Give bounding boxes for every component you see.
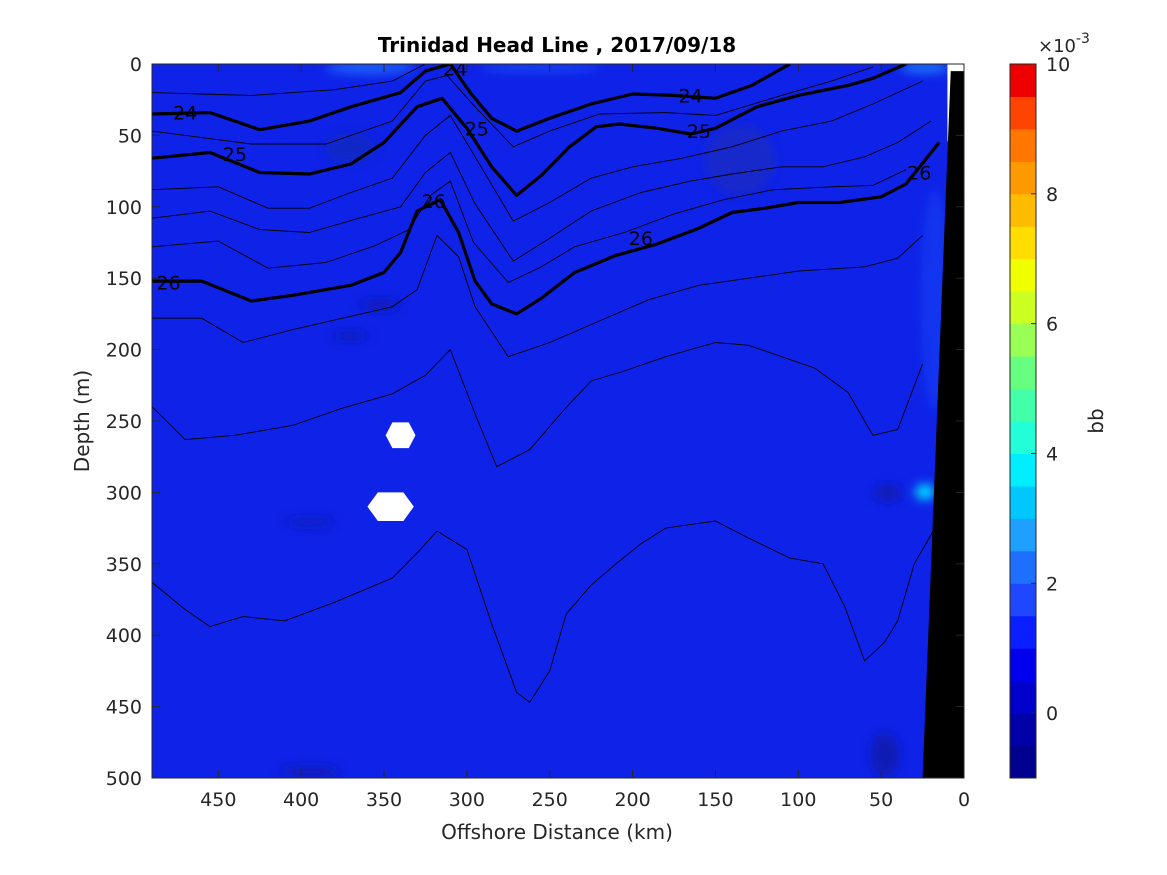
colorbar-band xyxy=(1010,518,1036,552)
x-tick-label: 250 xyxy=(532,789,568,811)
colorbar-band xyxy=(1010,583,1036,617)
contour-line-26 xyxy=(152,141,941,316)
contour-line xyxy=(152,520,940,703)
low-patch xyxy=(874,485,902,501)
colorbar-band xyxy=(1010,96,1036,130)
low-patch xyxy=(285,518,335,526)
y-axis: 0 50 100 150 200 250 300 350 400 450 500 xyxy=(106,54,964,790)
colorbar-band xyxy=(1010,388,1036,422)
colorbar-band xyxy=(1010,615,1036,649)
colorbar-tick-label: 8 xyxy=(1046,184,1058,206)
colorbar-band xyxy=(1010,193,1036,227)
y-tick-label: 50 xyxy=(118,125,142,147)
contour-line xyxy=(152,120,932,262)
y-tick-label: 200 xyxy=(106,340,142,362)
high-patch xyxy=(915,484,935,500)
y-axis-label: Depth (m) xyxy=(70,370,94,472)
colorbar-label: bb xyxy=(1084,408,1108,433)
x-tick-label: 150 xyxy=(697,789,733,811)
x-tick-label: 0 xyxy=(958,789,970,811)
y-tick-label: 350 xyxy=(106,554,142,576)
contour-layer: 24 24 24 25 25 25 26 26 26 26 xyxy=(152,58,941,703)
contour-label: 26 xyxy=(156,272,180,294)
colorbar-band xyxy=(1010,64,1036,97)
contour-label: 24 xyxy=(443,58,467,80)
y-tick-label: 0 xyxy=(130,54,142,76)
contour-line xyxy=(152,169,907,283)
y-tick-label: 300 xyxy=(106,482,142,504)
x-tick-label: 400 xyxy=(283,789,319,811)
chart-title: Trinidad Head Line , 2017/09/18 xyxy=(378,33,736,57)
colorbar-band xyxy=(1010,550,1036,584)
x-tick-label: 450 xyxy=(200,789,236,811)
colorbar-band xyxy=(1010,648,1036,682)
colorbar-band xyxy=(1010,453,1036,487)
surface-patch xyxy=(900,64,950,73)
x-tick-label: 50 xyxy=(869,789,893,811)
colorbar: 0 2 4 6 8 10 xyxy=(1009,54,1070,779)
x-axis: 450 400 350 300 250 200 150 100 50 0 xyxy=(200,64,970,811)
y-tick-label: 450 xyxy=(106,697,142,719)
contour-label: 26 xyxy=(422,191,446,213)
x-tick-label: 200 xyxy=(614,789,650,811)
low-patch xyxy=(705,125,775,195)
colorbar-band xyxy=(1010,356,1036,390)
colorbar-band xyxy=(1010,323,1036,357)
seafloor-mask xyxy=(922,71,964,778)
colorbar-band xyxy=(1010,258,1036,292)
contour-line xyxy=(152,234,923,358)
y-tick-label: 250 xyxy=(106,411,142,433)
colorbar-band xyxy=(1010,713,1036,747)
plot-area: 24 24 24 25 25 25 26 26 26 26 xyxy=(151,58,965,779)
contour-label: 26 xyxy=(907,163,931,185)
x-axis-label: Offshore Distance (km) xyxy=(441,820,673,844)
missing-data-marker xyxy=(367,492,414,521)
colorbar-band xyxy=(1010,226,1036,260)
y-tick-label: 150 xyxy=(106,268,142,290)
contour-line-25 xyxy=(152,64,907,197)
contour-label: 25 xyxy=(223,144,247,166)
colorbar-band xyxy=(1010,291,1036,325)
colorbar-band xyxy=(1010,745,1036,779)
y-tick-label: 400 xyxy=(106,625,142,647)
y-tick-label: 500 xyxy=(106,768,142,790)
colorbar-band xyxy=(1010,485,1036,519)
colorbar-band xyxy=(1010,421,1036,454)
colorbar-band xyxy=(1010,161,1036,195)
colorbar-tick-label: 6 xyxy=(1046,314,1058,336)
contour-line xyxy=(152,342,924,468)
colorbar-tick-label: 4 xyxy=(1046,443,1058,465)
contour-label: 24 xyxy=(173,103,197,125)
missing-data-marker xyxy=(385,422,416,449)
colorbar-tick-label: 2 xyxy=(1046,573,1058,595)
surface-patch xyxy=(325,64,415,74)
colorbar-tick-label: 0 xyxy=(1046,703,1058,725)
contour-label: 26 xyxy=(629,228,653,250)
contour-label: 24 xyxy=(678,85,702,107)
colorbar-band xyxy=(1010,128,1036,162)
colorbar-tick-label: 10 xyxy=(1046,54,1070,76)
contour-line xyxy=(152,64,426,96)
missing-data-layer xyxy=(367,64,964,778)
contour-label: 25 xyxy=(465,118,489,140)
colorbar-frame xyxy=(1009,63,1037,779)
contour-line xyxy=(152,66,874,148)
x-tick-label: 100 xyxy=(780,789,816,811)
contour-line-24 xyxy=(152,64,791,133)
contour-line xyxy=(152,80,923,222)
low-patch xyxy=(360,300,400,310)
colorbar-exponent: ×10-3 xyxy=(1038,31,1090,57)
x-tick-label: 300 xyxy=(449,789,485,811)
colorbar-band xyxy=(1010,680,1036,714)
field-background xyxy=(152,64,964,778)
low-patch xyxy=(871,733,899,777)
surface-patch xyxy=(480,64,600,72)
low-patch xyxy=(325,133,375,163)
low-patch xyxy=(280,766,340,778)
contour-label: 25 xyxy=(687,121,711,143)
x-tick-label: 350 xyxy=(366,789,402,811)
y-tick-label: 100 xyxy=(106,197,142,219)
low-patch xyxy=(332,332,368,340)
